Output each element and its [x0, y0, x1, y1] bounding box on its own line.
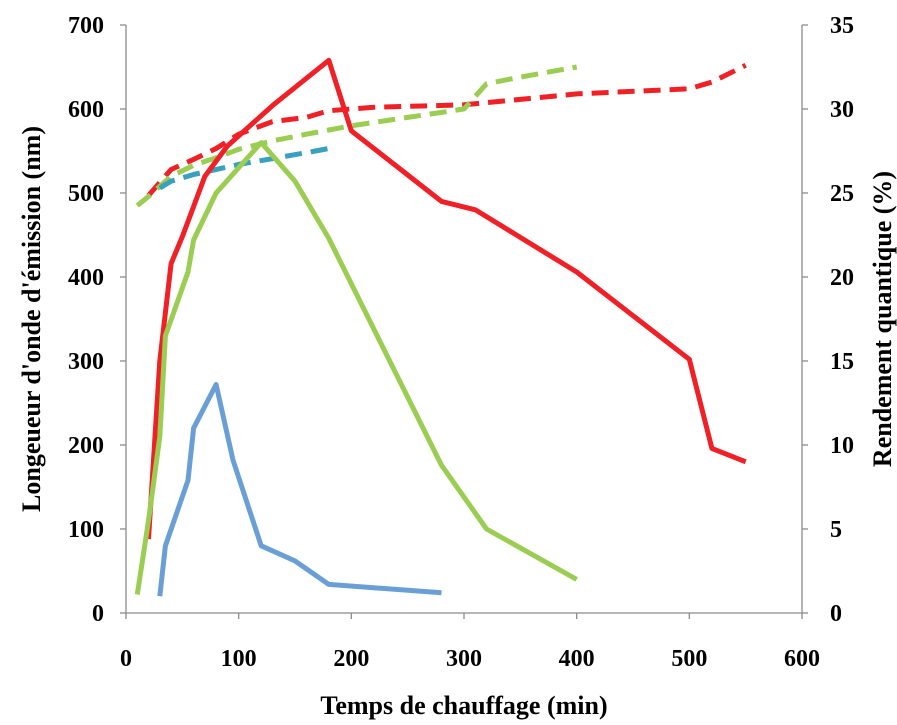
x-axis-title: Temps de chauffage (min)	[320, 691, 607, 720]
y-left-tick-label: 500	[68, 181, 104, 207]
y-left-tick-label: 700	[68, 13, 104, 39]
y-left-tick-label: 600	[68, 97, 104, 123]
series-line-1-dashed-left	[146, 63, 747, 198]
y-axis-right-title: Rendement quantique (%)	[868, 171, 897, 467]
y-left-tick-label: 100	[68, 517, 104, 543]
y-right-tick-label: 15	[830, 349, 854, 375]
series-line-3-dashed-left	[158, 146, 330, 191]
tick-labels: 0 100 200 300 400 500 600010020030040050060070…	[68, 13, 854, 672]
y-right-tick-label: 30	[830, 97, 854, 123]
y-right-tick-label: 25	[830, 181, 854, 207]
y-left-tick-label: 400	[68, 265, 104, 291]
series-line-2-dashed-left	[135, 64, 578, 208]
series-line-4-solid-right	[146, 57, 747, 540]
series-line-6-solid-right	[157, 382, 442, 597]
y-left-tick-label: 300	[68, 349, 104, 375]
series-line-5-solid-right	[134, 140, 578, 595]
x-tick-label: 0	[120, 646, 132, 672]
x-tick-label: 300	[446, 646, 482, 672]
axes	[125, 25, 803, 614]
ticks	[120, 24, 808, 619]
y-right-tick-label: 35	[830, 13, 854, 39]
x-tick-label: 400	[559, 646, 595, 672]
y-right-tick-label: 5	[830, 517, 842, 543]
x-tick-label: 600	[784, 646, 820, 672]
y-left-tick-label: 200	[68, 433, 104, 459]
x-tick-label: 200	[333, 646, 369, 672]
y-right-tick-label: 10	[830, 433, 854, 459]
x-tick-label: 100	[221, 646, 257, 672]
x-tick-label: 500	[671, 646, 707, 672]
y-axis-left-title: Longeueur d'onde d'émission (nm)	[17, 126, 46, 512]
y-right-tick-label: 0	[830, 601, 842, 627]
series-group	[134, 57, 747, 597]
y-left-tick-label: 0	[92, 601, 104, 627]
y-right-tick-label: 20	[830, 265, 854, 291]
